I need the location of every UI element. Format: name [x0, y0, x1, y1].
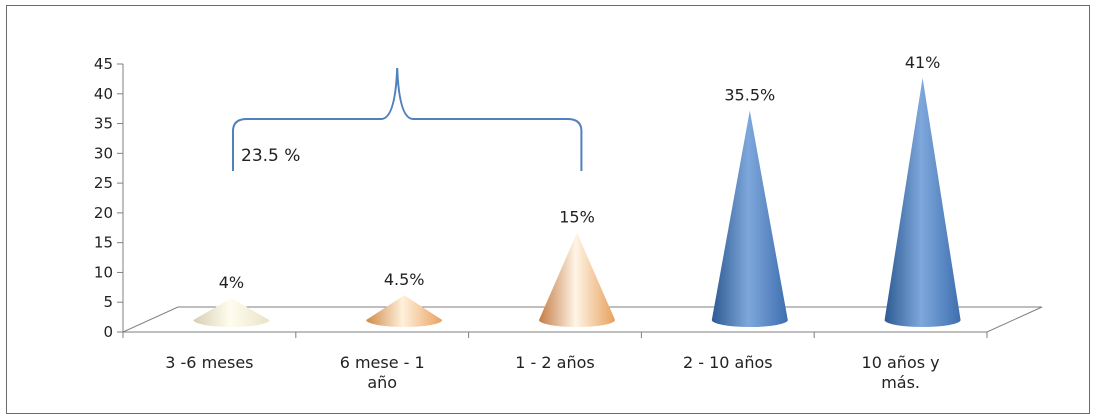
floor-plane: [122, 306, 1043, 333]
cone-bar: [711, 110, 788, 327]
y-tick-labels: 0 5 10 15 20 25 30 35 40 45: [94, 55, 113, 341]
cones: [193, 77, 961, 327]
brace-annotation-label: 23.5 %: [241, 146, 300, 166]
y-tick-label: 20: [94, 204, 113, 222]
category-label: 2 - 10 años: [683, 353, 773, 372]
cone-bar: [366, 295, 443, 327]
y-tick-label: 0: [103, 323, 113, 341]
cone-bar: [539, 232, 615, 327]
category-label: 6 mese - 1 año: [340, 353, 425, 392]
y-tick-label: 40: [94, 85, 113, 103]
y-tick-label: 45: [94, 55, 113, 73]
annotations: 23.5 %: [232, 67, 583, 171]
y-tick-label: 15: [94, 234, 113, 252]
y-tick-label: 30: [94, 144, 113, 162]
data-label: 41%: [905, 53, 941, 72]
data-label: 35.5%: [724, 86, 775, 105]
brace-annotation: [232, 67, 583, 171]
cone-bar: [884, 77, 961, 327]
y-axis: [117, 63, 124, 333]
data-label: 15%: [559, 208, 595, 227]
category-label: 1 - 2 años: [515, 353, 594, 372]
cone-bar: [193, 298, 270, 327]
data-label: 4.5%: [384, 270, 425, 289]
category-label: 10 años y más.: [862, 353, 940, 392]
x-axis: [122, 332, 988, 338]
chart-floor: [122, 306, 1043, 333]
y-tick-label: 5: [103, 293, 113, 311]
category-labels: 3 -6 meses 6 mese - 1 año 1 - 2 años 2 - 10 …: [165, 353, 939, 392]
y-tick-label: 10: [94, 263, 113, 281]
data-labels: 4% 4.5% 15% 35.5% 41%: [219, 53, 941, 292]
y-tick-label: 35: [94, 115, 113, 133]
category-label: 3 -6 meses: [165, 353, 253, 372]
y-tick-label: 25: [94, 174, 113, 192]
data-label: 4%: [219, 273, 244, 292]
